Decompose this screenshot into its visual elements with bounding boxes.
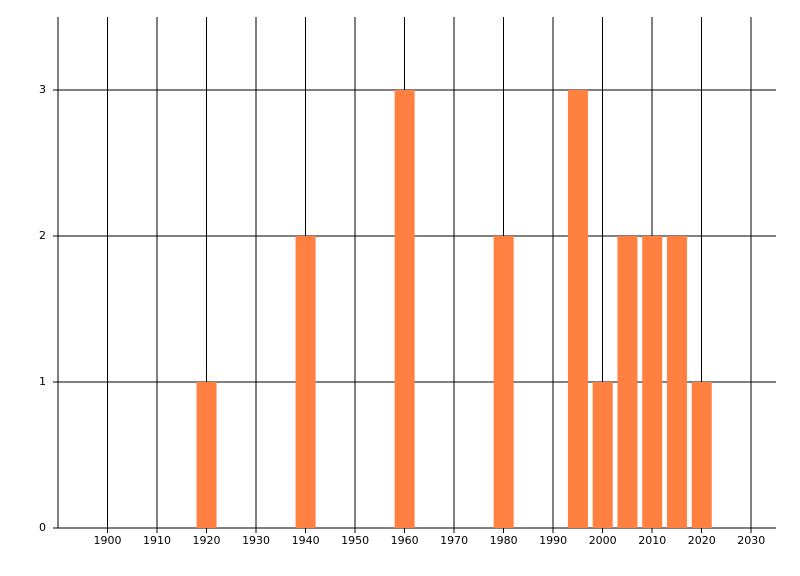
x-tick-label: 1900 — [94, 534, 122, 547]
x-tick-label: 1990 — [539, 534, 567, 547]
x-tick-label: 1950 — [341, 534, 369, 547]
x-tick-label: 1920 — [193, 534, 221, 547]
x-tick-label: 1930 — [242, 534, 270, 547]
bar — [642, 236, 663, 528]
y-tick-label: 0 — [39, 521, 46, 534]
bar — [666, 236, 687, 528]
x-tick-label: 2010 — [638, 534, 666, 547]
y-tick-label: 3 — [39, 83, 46, 96]
x-tick-label: 1960 — [391, 534, 419, 547]
bar — [567, 90, 588, 528]
y-tick-label: 2 — [39, 229, 46, 242]
y-tick-label: 1 — [39, 375, 46, 388]
x-tick-label: 2000 — [589, 534, 617, 547]
x-tick-label: 2030 — [737, 534, 765, 547]
bar — [196, 382, 217, 528]
bar — [617, 236, 638, 528]
bar — [295, 236, 316, 528]
bar — [394, 90, 415, 528]
x-tick-label: 1980 — [490, 534, 518, 547]
x-tick-label: 1940 — [292, 534, 320, 547]
x-tick-label: 2020 — [688, 534, 716, 547]
bar — [592, 382, 613, 528]
bar — [691, 382, 712, 528]
x-tick-label: 1970 — [440, 534, 468, 547]
bar — [493, 236, 514, 528]
x-tick-label: 1910 — [143, 534, 171, 547]
